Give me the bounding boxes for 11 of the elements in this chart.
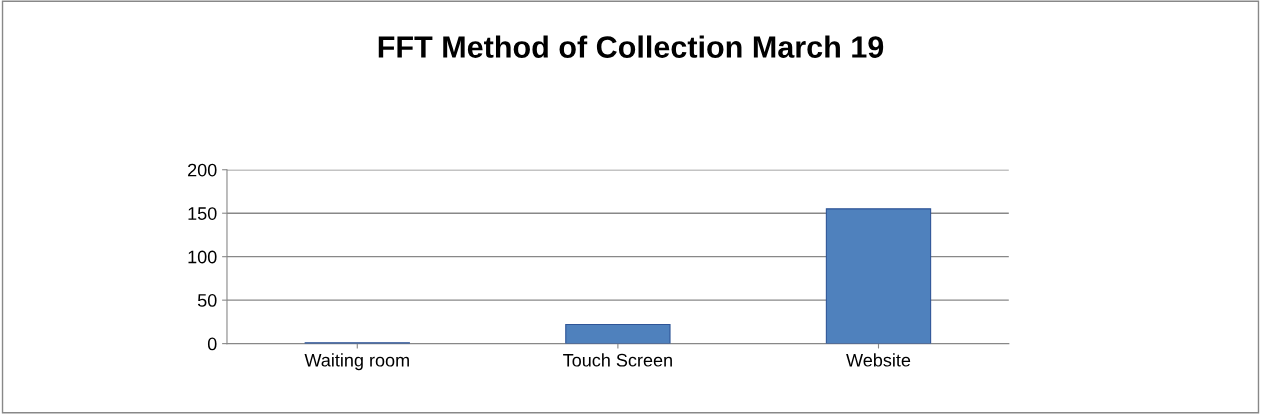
y-tick-label: 100 — [188, 250, 217, 264]
y-tick-label: 50 — [197, 294, 217, 307]
y-tick-label: 0 — [207, 337, 217, 351]
x-tick-label: Waiting room — [304, 353, 409, 371]
chart-title: FFT Method of Collection March 19 — [378, 35, 884, 58]
x-tick-label: Website — [846, 353, 911, 367]
y-tick-label: 200 — [188, 163, 217, 177]
x-tick-label: Touch Screen — [563, 353, 672, 367]
bar — [565, 323, 671, 344]
bar — [825, 208, 932, 344]
y-tick-label: 150 — [188, 207, 217, 220]
